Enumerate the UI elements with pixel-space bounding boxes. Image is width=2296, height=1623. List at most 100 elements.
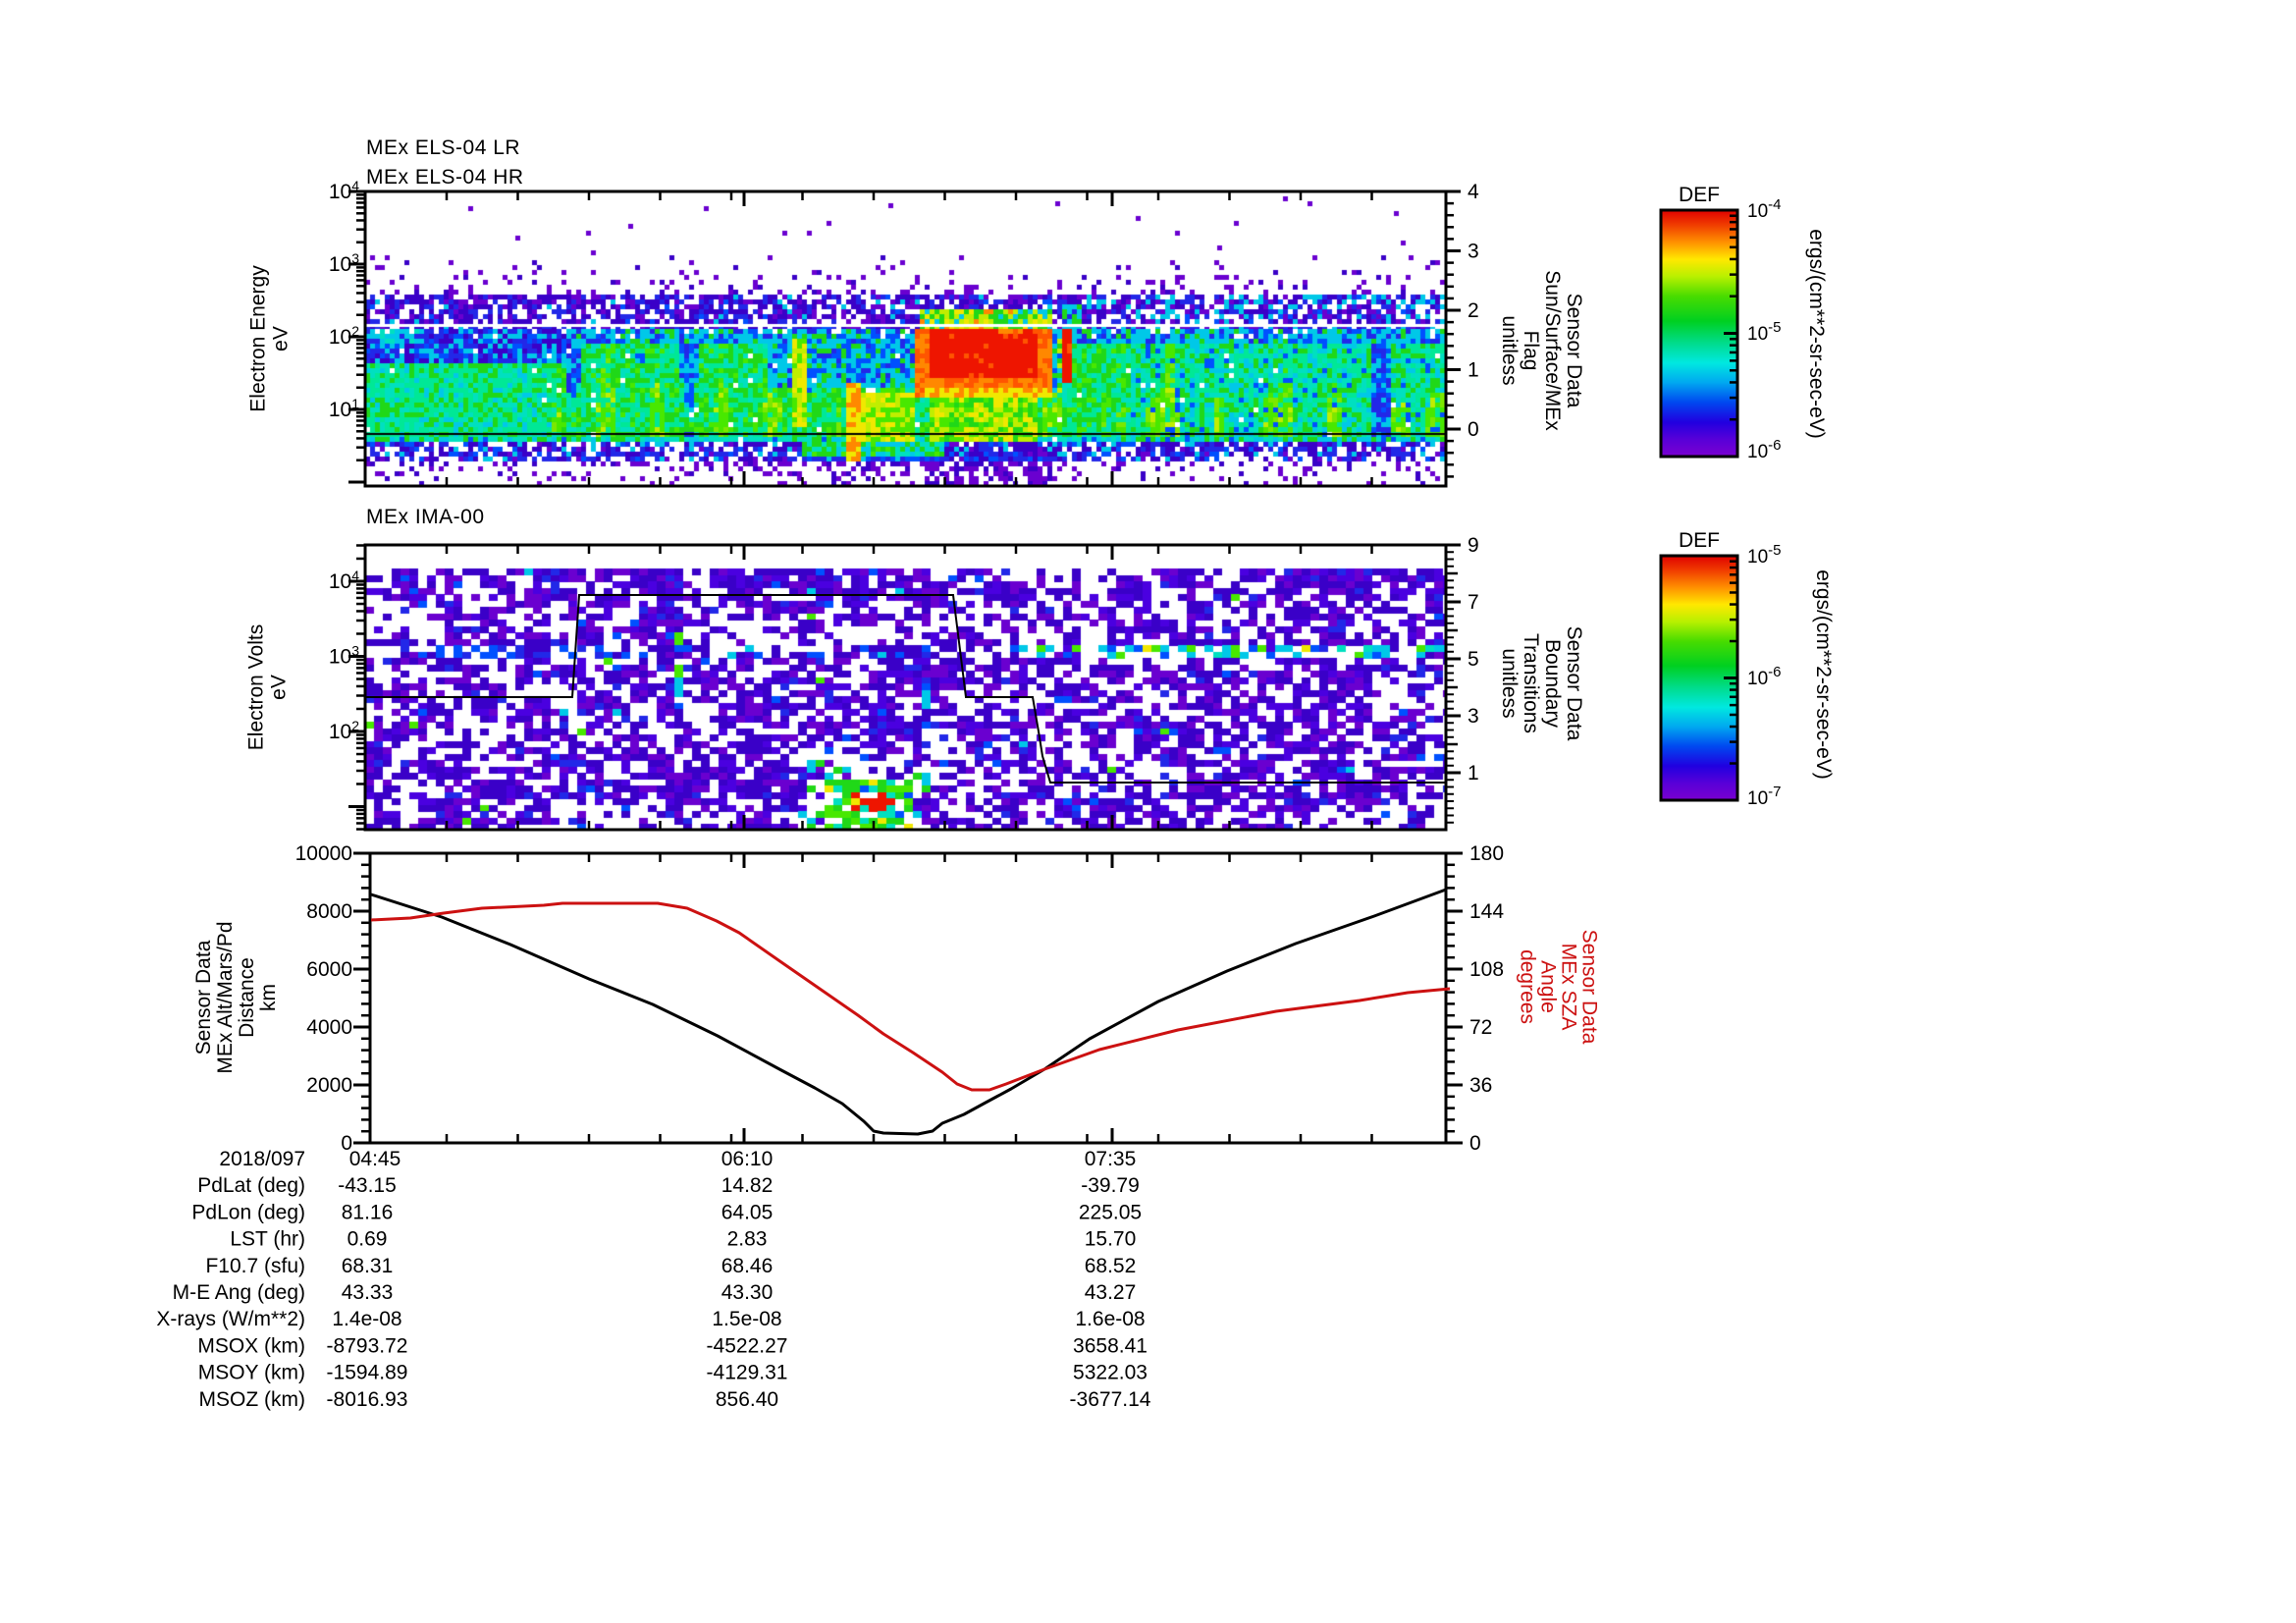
svg-text:MSOZ (km): MSOZ (km) xyxy=(199,1388,305,1411)
svg-text:15.70: 15.70 xyxy=(1085,1228,1137,1251)
svg-text:Sun/Surface/MEx: Sun/Surface/MEx xyxy=(1541,270,1564,431)
svg-text:Distance: Distance xyxy=(236,957,258,1038)
svg-text:180: 180 xyxy=(1469,842,1504,865)
svg-text:MEx Alt/Mars/Pd: MEx Alt/Mars/Pd xyxy=(214,921,237,1073)
svg-text:225.05: 225.05 xyxy=(1079,1201,1142,1223)
svg-text:06:10: 06:10 xyxy=(721,1148,774,1170)
svg-text:8000: 8000 xyxy=(306,900,352,923)
svg-text:Sensor Data: Sensor Data xyxy=(1578,930,1601,1045)
svg-text:Sensor Data: Sensor Data xyxy=(192,940,215,1055)
svg-text:2.83: 2.83 xyxy=(727,1228,768,1251)
svg-text:Boundary: Boundary xyxy=(1541,639,1564,728)
svg-text:-8016.93: -8016.93 xyxy=(327,1388,408,1411)
svg-text:-4129.31: -4129.31 xyxy=(707,1362,788,1384)
svg-text:DEF: DEF xyxy=(1679,184,1720,206)
svg-text:108: 108 xyxy=(1469,958,1504,981)
svg-text:degrees: degrees xyxy=(1517,949,1539,1024)
svg-text:MSOY (km): MSOY (km) xyxy=(198,1362,305,1384)
svg-text:5322.03: 5322.03 xyxy=(1073,1362,1148,1384)
svg-text:102: 102 xyxy=(329,718,359,743)
svg-text:103: 103 xyxy=(329,643,359,669)
svg-text:68.52: 68.52 xyxy=(1085,1255,1137,1277)
svg-text:1.6e-08: 1.6e-08 xyxy=(1075,1308,1145,1330)
svg-text:0: 0 xyxy=(1468,418,1479,441)
svg-text:7: 7 xyxy=(1468,591,1479,614)
svg-text:14.82: 14.82 xyxy=(721,1174,774,1197)
svg-text:MSOX (km): MSOX (km) xyxy=(197,1334,305,1357)
svg-text:4: 4 xyxy=(1468,181,1479,203)
svg-text:-1594.89: -1594.89 xyxy=(327,1362,408,1384)
svg-text:36: 36 xyxy=(1469,1074,1492,1097)
svg-text:104: 104 xyxy=(329,568,359,593)
svg-text:M-E Ang (deg): M-E Ang (deg) xyxy=(173,1281,305,1304)
svg-text:104: 104 xyxy=(329,178,359,203)
svg-text:4000: 4000 xyxy=(306,1016,352,1039)
svg-text:Sensor Data: Sensor Data xyxy=(1563,626,1585,741)
svg-text:PdLat (deg): PdLat (deg) xyxy=(197,1174,305,1197)
svg-text:0: 0 xyxy=(1469,1132,1481,1155)
svg-text:102: 102 xyxy=(329,323,359,349)
svg-text:-43.15: -43.15 xyxy=(338,1174,397,1197)
svg-text:0.69: 0.69 xyxy=(347,1228,388,1251)
svg-text:LST (hr): LST (hr) xyxy=(230,1228,305,1251)
svg-text:72: 72 xyxy=(1469,1016,1492,1039)
svg-text:Transitions: Transitions xyxy=(1520,633,1542,733)
svg-text:64.05: 64.05 xyxy=(721,1201,774,1223)
svg-text:07:35: 07:35 xyxy=(1085,1148,1137,1170)
svg-text:10-5: 10-5 xyxy=(1747,319,1781,345)
svg-text:1: 1 xyxy=(1468,762,1479,784)
svg-text:Electron Volts: Electron Volts xyxy=(245,624,268,750)
svg-text:MEx SZA: MEx SZA xyxy=(1558,944,1580,1031)
svg-text:3658.41: 3658.41 xyxy=(1073,1334,1148,1357)
svg-text:-39.79: -39.79 xyxy=(1081,1174,1140,1197)
svg-text:eV: eV xyxy=(268,675,291,700)
svg-text:43.27: 43.27 xyxy=(1085,1281,1137,1304)
svg-text:ergs/(cm**2-sr-sec-eV): ergs/(cm**2-sr-sec-eV) xyxy=(1805,229,1828,439)
svg-text:-3677.14: -3677.14 xyxy=(1070,1388,1151,1411)
svg-text:Flag: Flag xyxy=(1520,331,1542,371)
svg-text:-4522.27: -4522.27 xyxy=(707,1334,788,1357)
svg-text:MEx IMA-00: MEx IMA-00 xyxy=(366,506,485,528)
svg-text:101: 101 xyxy=(329,396,359,421)
svg-text:-8793.72: -8793.72 xyxy=(327,1334,408,1357)
svg-text:43.33: 43.33 xyxy=(342,1281,394,1304)
svg-text:10-7: 10-7 xyxy=(1747,784,1781,809)
svg-text:eV: eV xyxy=(270,326,293,352)
svg-text:43.30: 43.30 xyxy=(721,1281,774,1304)
svg-text:ergs/(cm**2-sr-sec-eV): ergs/(cm**2-sr-sec-eV) xyxy=(1812,569,1835,780)
svg-text:10-4: 10-4 xyxy=(1747,196,1781,222)
svg-text:Sensor Data: Sensor Data xyxy=(1563,294,1585,408)
svg-text:X-rays (W/m**2): X-rays (W/m**2) xyxy=(156,1308,305,1330)
svg-text:F10.7 (sfu): F10.7 (sfu) xyxy=(205,1255,305,1277)
svg-text:144: 144 xyxy=(1469,900,1504,923)
svg-text:10-6: 10-6 xyxy=(1747,437,1781,462)
svg-text:68.46: 68.46 xyxy=(721,1255,774,1277)
svg-text:2018/097: 2018/097 xyxy=(219,1148,305,1170)
svg-text:km: km xyxy=(257,984,280,1011)
svg-text:1: 1 xyxy=(1468,359,1479,382)
svg-text:2000: 2000 xyxy=(306,1074,352,1097)
svg-text:04:45: 04:45 xyxy=(349,1148,401,1170)
svg-text:Electron Energy: Electron Energy xyxy=(247,265,270,412)
svg-text:81.16: 81.16 xyxy=(342,1201,394,1223)
svg-text:5: 5 xyxy=(1468,648,1479,671)
svg-text:1.5e-08: 1.5e-08 xyxy=(712,1308,781,1330)
svg-text:856.40: 856.40 xyxy=(716,1388,778,1411)
svg-text:unitless: unitless xyxy=(1498,648,1521,718)
svg-text:MEx ELS-04 LR: MEx ELS-04 LR xyxy=(366,136,520,159)
svg-text:unitless: unitless xyxy=(1498,315,1521,385)
svg-text:10000: 10000 xyxy=(295,842,352,865)
svg-text:68.31: 68.31 xyxy=(342,1255,394,1277)
svg-text:MEx ELS-04 HR: MEx ELS-04 HR xyxy=(366,166,524,189)
svg-text:6000: 6000 xyxy=(306,958,352,981)
svg-text:9: 9 xyxy=(1468,534,1479,557)
svg-text:PdLon (deg): PdLon (deg) xyxy=(191,1201,305,1223)
svg-text:2: 2 xyxy=(1468,299,1479,322)
svg-text:3: 3 xyxy=(1468,705,1479,728)
svg-text:103: 103 xyxy=(329,250,359,276)
svg-text:10-6: 10-6 xyxy=(1747,664,1781,689)
svg-text:1.4e-08: 1.4e-08 xyxy=(332,1308,401,1330)
svg-text:3: 3 xyxy=(1468,241,1479,263)
svg-text:DEF: DEF xyxy=(1679,529,1720,552)
svg-text:10-5: 10-5 xyxy=(1747,542,1781,568)
